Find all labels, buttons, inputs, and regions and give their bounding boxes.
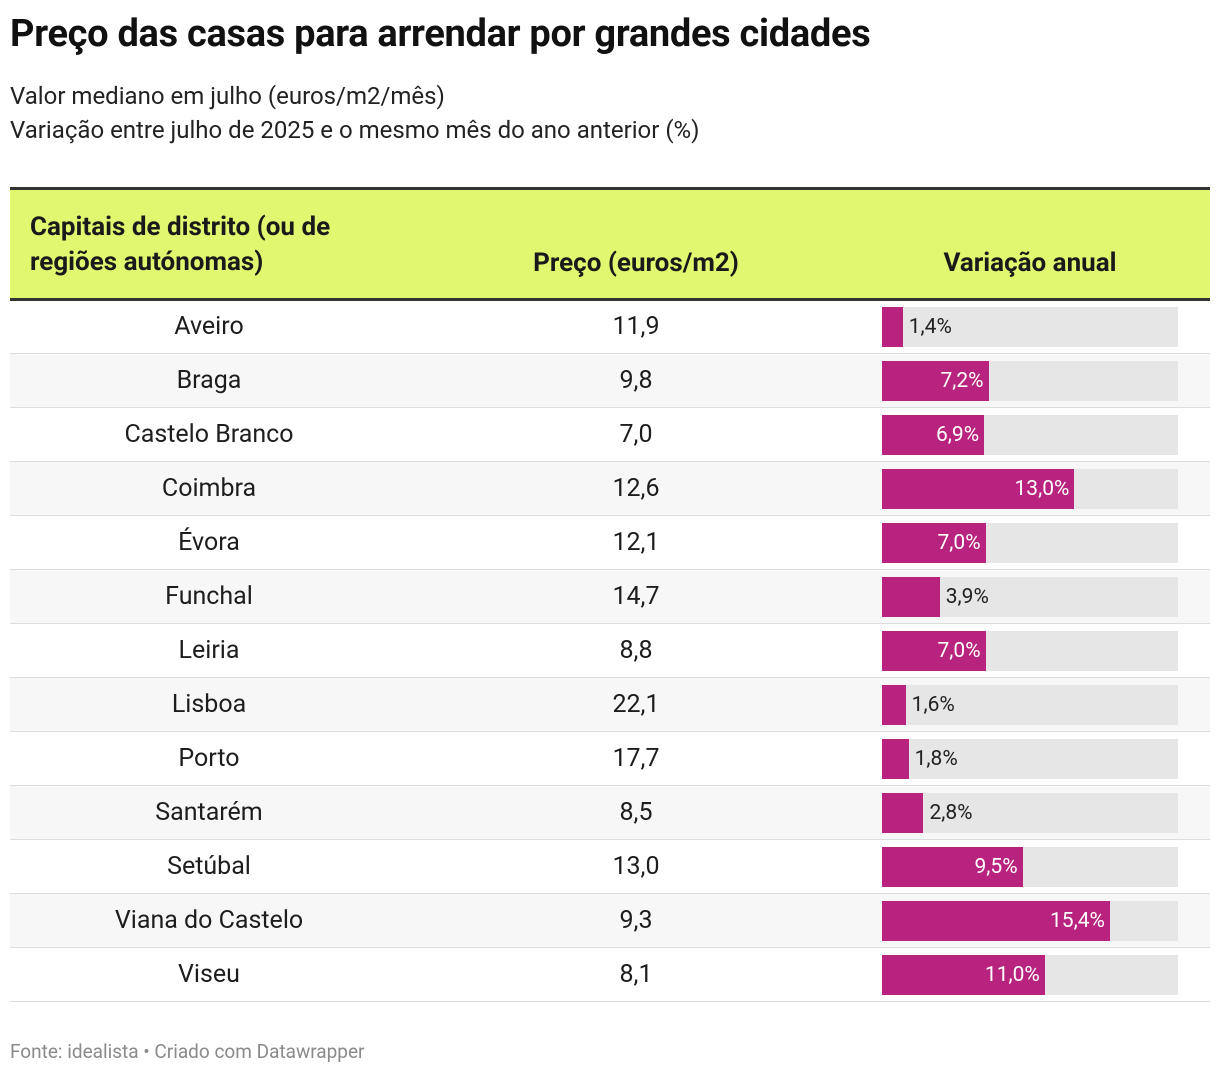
- subtitle: Variação entre julho de 2025 e o mesmo m…: [10, 116, 700, 144]
- value-label: 3,9%: [945, 585, 989, 609]
- price: 17,7: [612, 744, 660, 773]
- bar-track: 7,0%: [882, 523, 1178, 563]
- value-label: 7,0%: [937, 639, 981, 663]
- table-row: Porto 17,7 1,8%: [10, 732, 1210, 786]
- table-row: Castelo Branco 7,0 6,9%: [10, 408, 1210, 462]
- bar: [882, 631, 986, 671]
- bar-track: 3,9%: [882, 577, 1178, 617]
- city: Lisboa: [171, 690, 247, 719]
- city: Aveiro: [174, 312, 244, 341]
- value-label: 15,4%: [1050, 909, 1105, 933]
- bar-track: 2,8%: [882, 793, 1178, 833]
- bar: [882, 307, 903, 347]
- bar: [882, 685, 906, 725]
- price: 9,3: [619, 906, 653, 935]
- bar-track: 11,0%: [882, 955, 1178, 995]
- subtitle: Valor mediano em julho (euros/m2/mês): [10, 82, 445, 110]
- table-row: Coimbra 12,6 13,0%: [10, 462, 1210, 516]
- column-header: Preço (euros/m2): [533, 248, 739, 278]
- table-row: Viana do Castelo 9,3 15,4%: [10, 894, 1210, 948]
- price: 9,8: [619, 366, 653, 395]
- bar: [882, 739, 909, 779]
- bar-track: 7,2%: [882, 361, 1178, 401]
- city: Coimbra: [161, 474, 257, 503]
- city: Évora: [178, 528, 240, 557]
- bar-track: 15,4%: [882, 901, 1178, 941]
- value-label: 7,0%: [937, 531, 981, 555]
- value-label: 1,4%: [908, 315, 952, 339]
- city: Castelo Branco: [124, 420, 294, 449]
- price: 8,1: [619, 960, 653, 989]
- city: Porto: [178, 744, 240, 773]
- table-row: Aveiro 11,9 1,4%: [10, 300, 1210, 354]
- value-label: 11,0%: [984, 963, 1040, 987]
- bar-track: 7,0%: [882, 631, 1178, 671]
- table-row: Funchal 14,7 3,9%: [10, 570, 1210, 624]
- value-label: 1,8%: [914, 747, 958, 771]
- price: 13,0: [612, 852, 660, 881]
- footer: Fonte: idealista • Criado com Datawrappe…: [10, 1040, 365, 1063]
- price: 11,9: [612, 312, 660, 341]
- value-label: 1,6%: [911, 693, 955, 717]
- table-header: Capitais de distrito (ou de regiões autó…: [10, 187, 1210, 301]
- city: Viseu: [178, 960, 240, 989]
- city: Funchal: [165, 582, 253, 611]
- title: Preço das casas para arrendar por grande…: [10, 12, 871, 56]
- price: 8,5: [619, 798, 653, 827]
- table-row: Setúbal 13,0 9,5%: [10, 840, 1210, 894]
- price: 22,1: [612, 690, 660, 719]
- bar-track: 13,0%: [882, 469, 1178, 509]
- price: 14,7: [612, 582, 660, 611]
- city: Viana do Castelo: [114, 906, 304, 935]
- city: Braga: [176, 366, 242, 395]
- table-row: Lisboa 22,1 1,6%: [10, 678, 1210, 732]
- price: 12,1: [612, 528, 660, 557]
- column-header: Capitais de distrito (ou de regiões autó…: [30, 212, 331, 277]
- value-label: 9,5%: [974, 855, 1018, 879]
- bar: [882, 847, 1023, 887]
- bar-track: 1,6%: [882, 685, 1178, 725]
- bar: [882, 361, 989, 401]
- city: Santarém: [155, 798, 263, 827]
- table-row: Évora 12,1 7,0%: [10, 516, 1210, 570]
- bar-track: 1,8%: [882, 739, 1178, 779]
- table-row: Leiria 8,8 7,0%: [10, 624, 1210, 678]
- bar: [882, 955, 1045, 995]
- city: Setúbal: [167, 852, 251, 881]
- table-row: Viseu 8,1 11,0%: [10, 948, 1210, 1002]
- price: 8,8: [619, 636, 653, 665]
- value-label: 13,0%: [1014, 477, 1070, 501]
- bar: [882, 469, 1075, 509]
- table-row: Santarém 8,5 2,8%: [10, 786, 1210, 840]
- value-label: 6,9%: [936, 423, 980, 447]
- value-label: 7,2%: [940, 369, 984, 393]
- column-header: Variação anual: [943, 248, 1117, 278]
- bar-track: 9,5%: [882, 847, 1178, 887]
- price: 12,6: [612, 474, 660, 503]
- bar: [882, 523, 986, 563]
- bar: [882, 415, 985, 455]
- bar-track: 6,9%: [882, 415, 1178, 455]
- city: Leiria: [178, 636, 240, 665]
- price: 7,0: [619, 420, 653, 449]
- table-body: Aveiro 11,9 1,4% Braga 9,8 7,2% Castelo Branco…: [10, 300, 1210, 1002]
- bar: [882, 793, 924, 833]
- bar-track: 1,4%: [882, 307, 1178, 347]
- value-label: 2,8%: [929, 801, 973, 825]
- table-row: Braga 9,8 7,2%: [10, 354, 1210, 408]
- bar: [882, 577, 940, 617]
- bar: [882, 901, 1110, 941]
